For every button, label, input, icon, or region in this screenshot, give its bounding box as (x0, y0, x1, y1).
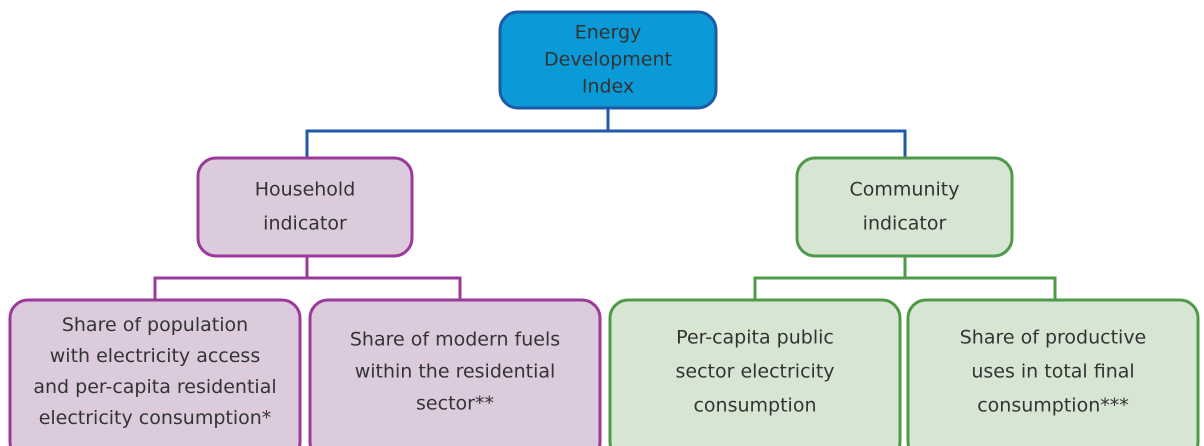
connector (753, 256, 1057, 300)
node-box (8, 298, 302, 446)
node-label: indicator (863, 213, 947, 235)
connector (153, 256, 462, 300)
node-label: indicator (263, 213, 347, 235)
node-label: Share of productive (960, 327, 1147, 349)
node-label: Energy (575, 22, 642, 44)
node-label: electricity consumption* (39, 407, 272, 429)
node-label: with electricity access (50, 345, 260, 367)
node-box (308, 298, 602, 446)
node-label: Household (255, 179, 356, 201)
node-label: uses in total final (971, 361, 1134, 383)
node-label: Index (582, 76, 634, 98)
node-box (196, 156, 414, 258)
node-label: within the residential (355, 361, 556, 383)
node-label: Development (544, 49, 672, 71)
node-label: Community (850, 179, 960, 201)
node-box (498, 10, 718, 110)
node-box (608, 298, 902, 446)
node-box (795, 156, 1014, 258)
node-label: and per-capita residential (33, 376, 276, 398)
node-label: Share of population (62, 314, 248, 336)
connector (305, 108, 907, 158)
node-label: consumption*** (977, 395, 1129, 417)
node-box (906, 298, 1200, 446)
node-label: consumption (693, 395, 816, 417)
node-label: sector electricity (675, 361, 834, 383)
node-label: Per-capita public (676, 327, 834, 349)
node-label: Share of modern fuels (350, 329, 560, 351)
node-label: sector** (416, 393, 494, 415)
